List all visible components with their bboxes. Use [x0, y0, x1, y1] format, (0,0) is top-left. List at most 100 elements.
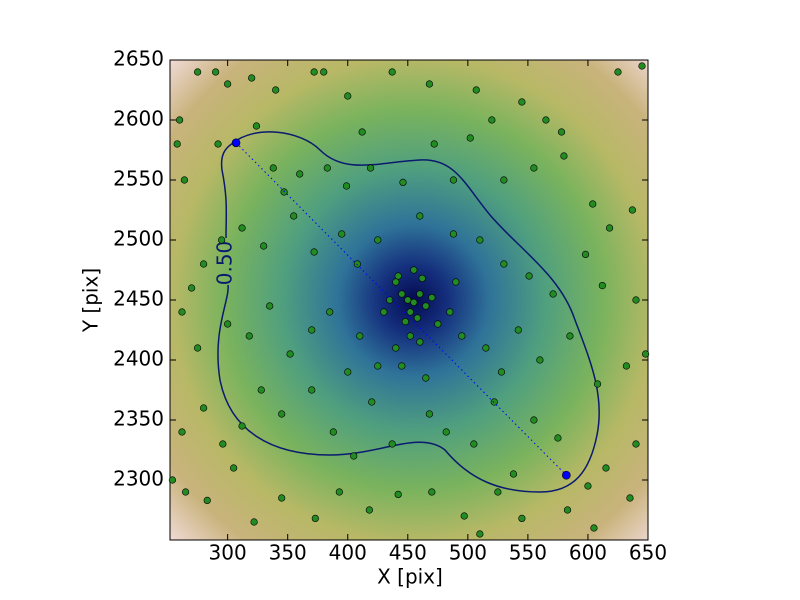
point [178, 308, 186, 316]
point [500, 260, 508, 268]
point [398, 362, 406, 370]
point [549, 290, 557, 298]
y-tick-label: 2650 [113, 47, 164, 71]
point [224, 80, 232, 88]
point [203, 496, 211, 505]
point [326, 308, 334, 316]
contour-label: 0.50 [213, 241, 237, 286]
contour [217, 131, 600, 493]
point [212, 68, 220, 76]
y-tick-label: 2550 [113, 167, 164, 191]
point [365, 506, 373, 514]
point [488, 116, 496, 124]
point [536, 356, 544, 364]
point [530, 164, 538, 172]
point [238, 422, 246, 430]
point [446, 308, 454, 316]
point [335, 488, 343, 496]
point [430, 140, 438, 148]
point [356, 332, 364, 340]
point [399, 178, 407, 186]
point [416, 338, 424, 346]
point [410, 266, 418, 274]
point [584, 482, 592, 490]
point [278, 410, 286, 418]
point [388, 440, 396, 448]
point [176, 116, 184, 124]
point [388, 68, 396, 76]
point [252, 122, 261, 130]
point [626, 494, 634, 502]
point [308, 326, 316, 334]
y-tick-label: 2600 [113, 107, 164, 131]
point [344, 368, 352, 376]
x-tick-label: 450 [389, 541, 427, 565]
point [353, 260, 361, 268]
point [194, 344, 202, 352]
point [342, 182, 351, 190]
point [598, 282, 606, 290]
point [278, 494, 286, 502]
point [374, 236, 382, 244]
y-tick-label: 2500 [113, 227, 164, 251]
point [168, 476, 177, 484]
point [428, 488, 436, 496]
point [406, 332, 414, 340]
point [476, 236, 484, 244]
point [296, 170, 304, 178]
point [180, 176, 189, 184]
point [476, 530, 484, 538]
point [530, 416, 538, 424]
point [392, 278, 400, 286]
point [560, 152, 568, 160]
point [272, 86, 280, 94]
point [344, 92, 352, 100]
point [394, 490, 402, 499]
point [470, 440, 478, 448]
point [442, 428, 450, 436]
x-tick-label: 550 [509, 541, 547, 565]
point [320, 68, 328, 76]
point [310, 248, 318, 256]
point [418, 274, 426, 283]
endpoint [562, 470, 571, 480]
point [260, 242, 268, 250]
point [472, 86, 480, 94]
point [404, 296, 412, 304]
point [425, 410, 434, 418]
point [280, 188, 288, 196]
point [641, 350, 650, 358]
point [374, 362, 382, 370]
point [358, 128, 366, 136]
point [554, 434, 562, 442]
x-tick-label: 650 [629, 541, 667, 565]
y-tick-label: 2450 [113, 287, 164, 311]
point [286, 350, 294, 358]
point [542, 116, 550, 124]
point [628, 206, 636, 214]
point [257, 386, 265, 394]
point [614, 68, 622, 76]
y-axis-label: Y [pix] [79, 268, 103, 333]
point [422, 374, 430, 382]
point [458, 332, 466, 340]
point [230, 464, 238, 472]
point [563, 506, 572, 514]
point [449, 176, 458, 184]
point [366, 164, 375, 172]
point [428, 294, 436, 302]
point [590, 524, 598, 532]
point [638, 62, 646, 70]
point [581, 250, 590, 258]
point [425, 80, 434, 88]
point [632, 296, 640, 304]
point [509, 470, 518, 478]
x-tick-label: 350 [269, 541, 307, 565]
point [566, 332, 574, 340]
point [557, 128, 566, 136]
point [494, 488, 502, 496]
point [224, 320, 232, 328]
point [250, 518, 258, 526]
point [310, 68, 318, 76]
point [329, 428, 337, 436]
